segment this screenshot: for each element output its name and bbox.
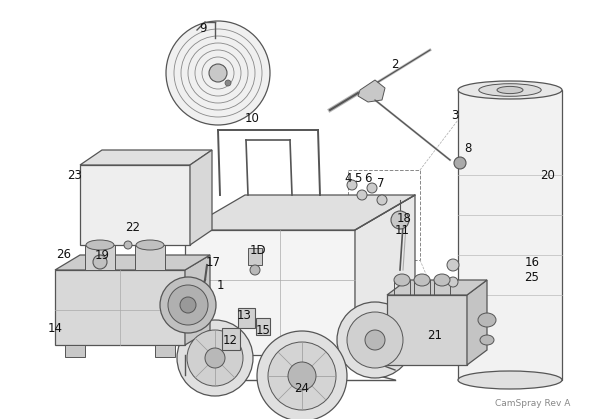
Circle shape [166, 21, 270, 125]
Circle shape [93, 255, 107, 269]
Text: 1D: 1D [250, 243, 266, 256]
Polygon shape [256, 318, 270, 335]
Ellipse shape [480, 335, 494, 345]
Ellipse shape [478, 313, 496, 327]
Polygon shape [190, 150, 212, 245]
Text: 3: 3 [451, 109, 458, 122]
Ellipse shape [458, 371, 562, 389]
Polygon shape [358, 80, 385, 102]
Circle shape [365, 330, 385, 350]
Circle shape [225, 80, 231, 86]
Ellipse shape [394, 274, 410, 286]
Circle shape [124, 241, 132, 249]
Ellipse shape [479, 84, 541, 96]
Circle shape [448, 277, 458, 287]
Circle shape [205, 348, 225, 368]
Text: CamSpray Rev A: CamSpray Rev A [494, 399, 570, 408]
Ellipse shape [434, 274, 450, 286]
Text: 18: 18 [397, 212, 412, 225]
Polygon shape [185, 255, 210, 345]
Polygon shape [387, 280, 487, 295]
Text: 23: 23 [68, 168, 82, 181]
Text: 13: 13 [236, 308, 251, 321]
Polygon shape [80, 165, 190, 245]
Circle shape [347, 180, 357, 190]
Bar [458, 90, 562, 380]
Bar [65, 345, 85, 357]
Circle shape [391, 211, 409, 229]
Polygon shape [222, 328, 240, 350]
Circle shape [367, 183, 377, 193]
Ellipse shape [136, 240, 164, 250]
Circle shape [347, 312, 403, 368]
Circle shape [377, 195, 387, 205]
Circle shape [337, 302, 413, 378]
Circle shape [209, 64, 227, 82]
Polygon shape [185, 195, 415, 230]
Polygon shape [85, 245, 115, 270]
Circle shape [187, 330, 243, 386]
Text: 8: 8 [464, 142, 472, 155]
Text: 16: 16 [524, 256, 539, 269]
Text: 14: 14 [47, 321, 62, 334]
Text: 5: 5 [355, 171, 362, 184]
Circle shape [177, 320, 253, 396]
Text: 12: 12 [223, 334, 238, 347]
Text: 25: 25 [524, 271, 539, 284]
Ellipse shape [497, 86, 523, 93]
Polygon shape [355, 195, 415, 355]
Circle shape [357, 190, 367, 200]
Polygon shape [80, 150, 212, 165]
Text: 9: 9 [199, 21, 207, 34]
Polygon shape [55, 255, 210, 270]
Circle shape [268, 342, 336, 410]
Text: 22: 22 [125, 220, 140, 233]
Circle shape [168, 285, 208, 325]
Polygon shape [185, 230, 355, 355]
Text: 24: 24 [295, 382, 310, 395]
Circle shape [454, 157, 466, 169]
Circle shape [250, 265, 260, 275]
Polygon shape [387, 295, 467, 365]
Polygon shape [238, 308, 255, 328]
Text: 1: 1 [216, 279, 224, 292]
Bar [155, 345, 175, 357]
Text: 19: 19 [95, 248, 110, 261]
Ellipse shape [86, 240, 114, 250]
Text: 20: 20 [541, 168, 556, 181]
Text: 10: 10 [245, 111, 259, 124]
Text: 4: 4 [344, 171, 352, 184]
Text: 26: 26 [56, 248, 71, 261]
Polygon shape [248, 248, 262, 265]
Text: 7: 7 [377, 176, 385, 189]
Circle shape [257, 331, 347, 419]
Text: 2: 2 [391, 59, 399, 72]
Circle shape [447, 259, 459, 271]
Circle shape [160, 277, 216, 333]
Text: 6: 6 [364, 171, 372, 184]
Polygon shape [467, 280, 487, 365]
Ellipse shape [414, 274, 430, 286]
Polygon shape [55, 270, 185, 345]
Text: 17: 17 [205, 256, 221, 269]
Circle shape [180, 297, 196, 313]
Polygon shape [135, 245, 165, 270]
Circle shape [288, 362, 316, 390]
Text: 15: 15 [256, 323, 271, 336]
Text: 21: 21 [427, 328, 443, 341]
Ellipse shape [458, 81, 562, 99]
Text: 11: 11 [395, 223, 409, 236]
